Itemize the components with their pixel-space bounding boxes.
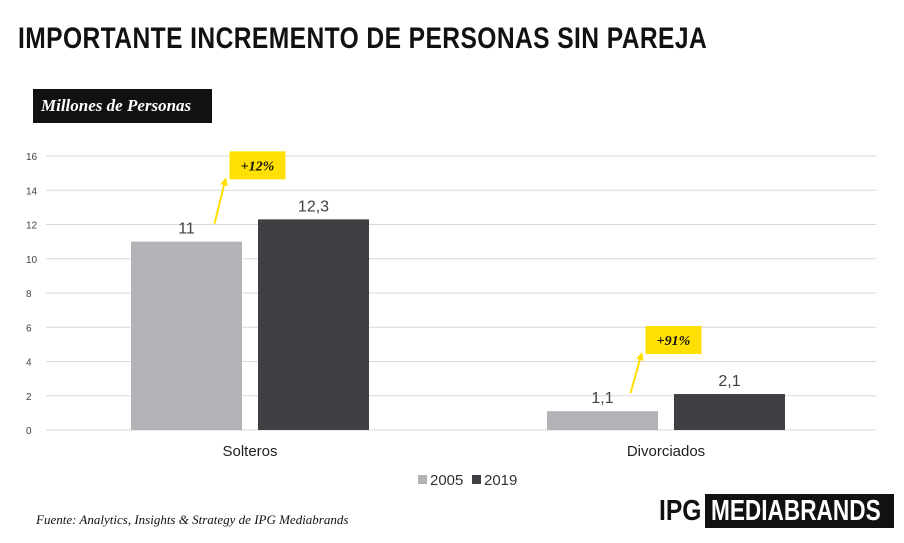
legend-swatch-2005 xyxy=(418,475,427,484)
y-tick-label: 16 xyxy=(26,152,38,163)
bar-2005-divorciados xyxy=(547,411,658,430)
y-tick-label: 2 xyxy=(26,392,32,403)
growth-arrow xyxy=(629,352,644,394)
y-tick-label: 0 xyxy=(26,426,32,437)
logo-ipg-text: IPG xyxy=(659,494,702,527)
bar-2005-solteros xyxy=(131,241,242,430)
growth-badge-label: +91% xyxy=(657,334,691,349)
y-tick-label: 8 xyxy=(26,289,32,300)
x-category-label: Divorciados xyxy=(627,443,705,460)
bar-2019-solteros xyxy=(258,219,369,430)
y-tick-label: 12 xyxy=(26,221,38,232)
x-category-label: Solteros xyxy=(222,443,277,460)
growth-arrow xyxy=(213,177,228,224)
growth-badge-label: +12% xyxy=(241,159,275,174)
chart-title: IMPORTANTE INCREMENTO DE PERSONAS SIN PA… xyxy=(18,22,708,55)
ipg-mediabrands-logo: IPG MEDIABRANDS xyxy=(659,494,895,528)
legend-swatch-2019 xyxy=(472,475,481,484)
bar-2019-divorciados xyxy=(674,394,785,430)
legend-label-2005: 2005 xyxy=(430,472,463,489)
bar-value-label: 2,1 xyxy=(718,373,740,390)
y-tick-label: 6 xyxy=(26,323,32,334)
logo-mediabrands-box: MEDIABRANDS xyxy=(704,494,895,528)
bar-value-label: 1,1 xyxy=(591,390,613,407)
growth-badge xyxy=(645,326,702,355)
y-tick-label: 4 xyxy=(26,358,32,369)
growth-badge xyxy=(229,151,286,180)
y-tick-label: 10 xyxy=(26,255,38,266)
bar-value-label: 12,3 xyxy=(298,198,329,215)
y-tick-label: 14 xyxy=(26,186,38,197)
bar-value-label: 11 xyxy=(178,221,195,238)
legend-label-2019: 2019 xyxy=(484,472,517,489)
unit-label: Millones de Personas xyxy=(33,89,212,123)
source-note: Fuente: Analytics, Insights & Strategy d… xyxy=(36,512,349,527)
logo-mediabrands-text: MEDIABRANDS xyxy=(710,495,881,527)
